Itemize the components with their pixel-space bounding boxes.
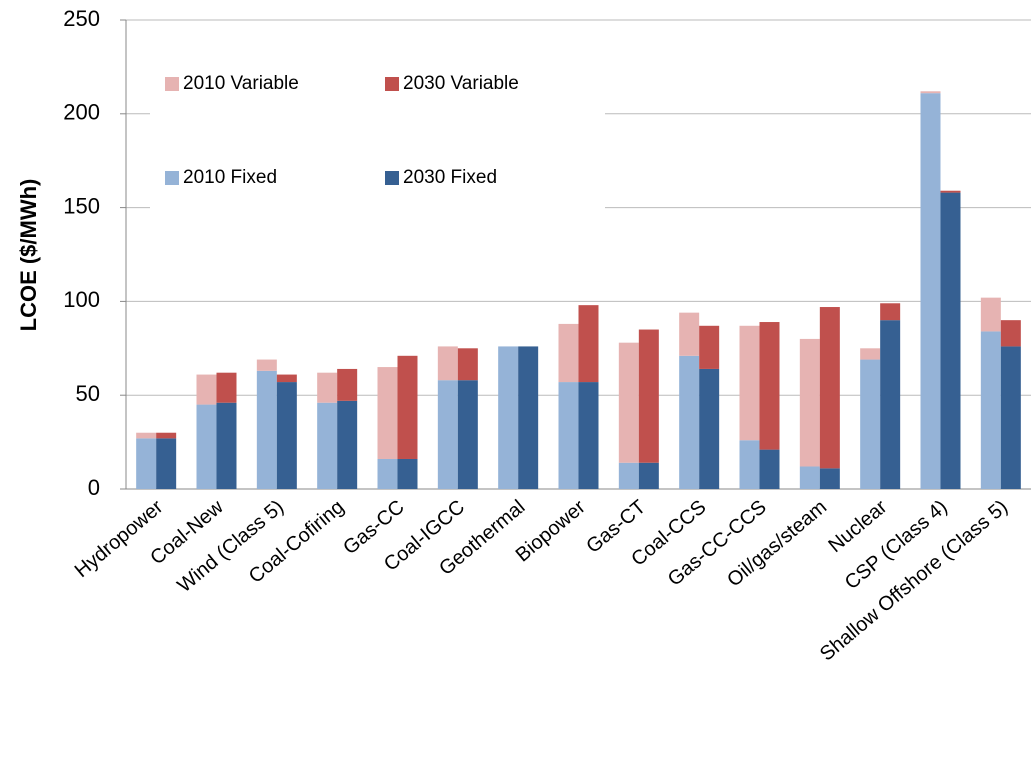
legend-label: 2010 Variable xyxy=(183,73,299,94)
bar-segment xyxy=(759,322,780,450)
y-tick-label: 200 xyxy=(63,100,100,125)
bar-segment xyxy=(317,402,338,489)
bar-segment xyxy=(699,368,720,489)
bar-segment xyxy=(216,402,237,489)
legend-bg xyxy=(150,60,605,210)
x-tick-label: Wind (Class 5) xyxy=(173,496,288,597)
bar-segment xyxy=(578,382,599,489)
legend-swatch xyxy=(385,171,399,185)
bar-segment xyxy=(759,449,780,489)
bar-segment xyxy=(397,458,418,489)
bar-segment xyxy=(940,192,961,490)
bar-segment xyxy=(1000,320,1021,347)
bar-segment xyxy=(498,346,519,489)
y-tick-label: 250 xyxy=(63,6,100,31)
bar-segment xyxy=(799,466,820,489)
x-tick-label: CSP (Class 4) xyxy=(841,496,952,594)
bar-segment xyxy=(739,325,760,441)
bar-segment xyxy=(377,367,398,459)
bar-segment xyxy=(377,458,398,489)
bar-segment xyxy=(196,404,217,489)
bar-segment xyxy=(980,297,1001,332)
bar-segment xyxy=(457,380,478,489)
bar-segment xyxy=(136,432,157,439)
bar-segment xyxy=(880,303,901,321)
bar-segment xyxy=(1000,346,1021,489)
legend-label: 2010 Fixed xyxy=(183,167,277,188)
bar-segment xyxy=(216,372,237,403)
bar-segment xyxy=(196,374,217,405)
y-tick-label: 50 xyxy=(76,381,100,406)
bar-segment xyxy=(920,93,941,489)
bar-segment xyxy=(618,342,639,463)
y-tick-label: 100 xyxy=(63,287,100,312)
bar-segment xyxy=(136,438,157,489)
y-tick-label: 0 xyxy=(88,475,100,500)
bar-segment xyxy=(558,323,579,383)
bar-segment xyxy=(799,338,820,467)
bar-segment xyxy=(699,325,720,369)
x-tick-label: Hydropower xyxy=(71,496,168,582)
bar-segment xyxy=(980,331,1001,489)
bar-segment xyxy=(337,368,358,401)
bar-segment xyxy=(276,374,297,383)
bar-segment xyxy=(940,190,961,193)
bar-segment xyxy=(457,348,478,381)
bar-segment xyxy=(819,307,840,469)
legend-label: 2030 Fixed xyxy=(403,167,497,188)
bar-segment xyxy=(679,312,700,356)
y-tick-label: 150 xyxy=(63,193,100,218)
bar-segment xyxy=(558,382,579,489)
bar-segment xyxy=(337,400,358,489)
bar-segment xyxy=(739,440,760,489)
legend-swatch xyxy=(165,171,179,185)
bar-segment xyxy=(518,346,539,489)
bar-segment xyxy=(860,359,881,489)
bar-segment xyxy=(156,438,177,489)
bar-segment xyxy=(397,355,418,459)
bar-segment xyxy=(437,346,458,381)
bar-segment xyxy=(578,305,599,383)
bar-segment xyxy=(156,432,177,439)
bar-segment xyxy=(256,359,277,371)
bar-segment xyxy=(276,382,297,489)
bar-segment xyxy=(618,462,639,489)
legend-swatch xyxy=(385,77,399,91)
bar-segment xyxy=(437,380,458,489)
y-axis-label: LCOE ($/MWh) xyxy=(16,179,41,332)
bar-segment xyxy=(860,348,881,360)
bar-segment xyxy=(819,468,840,489)
legend-swatch xyxy=(165,77,179,91)
bar-segment xyxy=(638,329,659,463)
bar-segment xyxy=(256,370,277,489)
bar-segment xyxy=(638,462,659,489)
bar-segment xyxy=(679,355,700,489)
bar-segment xyxy=(920,91,941,94)
bar-segment xyxy=(317,372,338,403)
legend-label: 2030 Variable xyxy=(403,73,519,94)
bar-segment xyxy=(880,320,901,489)
